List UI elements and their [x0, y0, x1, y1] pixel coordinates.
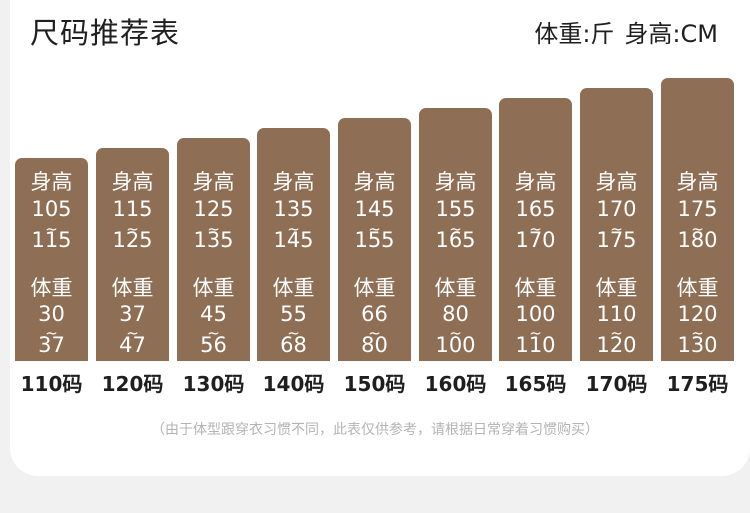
weight-label: 体重	[111, 276, 154, 300]
size-column: 身高 165 ~170 体重 100 ~110	[499, 98, 572, 361]
weight-range-tilde: ~	[610, 324, 623, 342]
height-min-value: 170	[596, 197, 637, 221]
size-label: 110码	[20, 372, 83, 396]
weight-max-value: 120	[596, 333, 637, 357]
weight-label: 体重	[434, 276, 477, 300]
weight-max-value: 56	[200, 333, 227, 357]
size-label: 170码	[585, 372, 648, 396]
size-label: 160码	[424, 372, 487, 396]
height-label: 身高	[434, 170, 477, 194]
weight-range-tilde: ~	[368, 324, 381, 342]
height-label: 身高	[272, 170, 315, 194]
weight-range-tilde: ~	[207, 324, 220, 342]
weight-label: 体重	[353, 276, 396, 300]
weight-range-tilde: ~	[126, 324, 139, 342]
weight-max-value: 80	[361, 333, 388, 357]
height-max-value: 155	[354, 228, 395, 252]
unit-legend: 体重:斤 身高:CM	[524, 14, 718, 49]
size-column: 身高 125 ~135 体重 45 ~56	[177, 138, 250, 361]
weight-range-tilde: ~	[449, 324, 462, 342]
height-range-tilde: ~	[449, 220, 462, 238]
disclaimer-note: （由于体型跟穿衣习惯不同，此表仅供参考，请根据日常穿着习惯购买）	[151, 422, 599, 438]
weight-max-value: 37	[38, 333, 65, 357]
size-label: 120码	[101, 372, 164, 396]
height-max-value: 180	[677, 228, 718, 252]
height-range-tilde: ~	[529, 220, 542, 238]
weight-label: 体重	[30, 276, 73, 300]
size-column: 身高 170 ~175 体重 110 ~120	[580, 88, 653, 361]
weight-max-value: 100	[435, 333, 476, 357]
height-range-tilde: ~	[368, 220, 381, 238]
weight-label: 体重	[595, 276, 638, 300]
size-label: 175码	[666, 372, 729, 396]
height-label: 身高	[676, 170, 719, 194]
size-column: 身高 175 ~180 体重 120 ~130	[661, 78, 734, 361]
weight-min-value: 37	[119, 302, 146, 326]
height-min-value: 145	[354, 197, 395, 221]
weight-label: 体重	[676, 276, 719, 300]
weight-max-value: 110	[515, 333, 556, 357]
weight-min-value: 45	[200, 302, 227, 326]
size-column: 身高 155 ~165 体重 80 ~100	[419, 108, 492, 361]
height-max-value: 170	[515, 228, 556, 252]
height-label: 身高	[353, 170, 396, 194]
height-min-value: 105	[31, 197, 72, 221]
weight-max-value: 47	[119, 333, 146, 357]
height-label: 身高	[111, 170, 154, 194]
height-range-tilde: ~	[207, 220, 220, 238]
size-column: 身高 135 ~145 体重 55 ~68	[257, 128, 330, 361]
weight-max-value: 130	[677, 333, 718, 357]
weight-min-value: 120	[677, 302, 718, 326]
height-max-value: 135	[193, 228, 234, 252]
size-label: 165码	[504, 372, 567, 396]
size-column: 身高 115 ~125 体重 37 ~47	[96, 148, 169, 361]
weight-label: 体重	[514, 276, 557, 300]
weight-min-value: 100	[515, 302, 556, 326]
weight-min-value: 110	[596, 302, 637, 326]
height-min-value: 135	[273, 197, 314, 221]
size-label: 150码	[343, 372, 406, 396]
height-range-tilde: ~	[610, 220, 623, 238]
weight-max-value: 68	[280, 333, 307, 357]
height-max-value: 145	[273, 228, 314, 252]
weight-min-value: 80	[442, 302, 469, 326]
unit-weight: 体重:斤	[534, 20, 615, 48]
height-max-value: 115	[31, 228, 72, 252]
height-range-tilde: ~	[691, 220, 704, 238]
weight-label: 体重	[272, 276, 315, 300]
height-min-value: 165	[515, 197, 556, 221]
height-range-tilde: ~	[287, 220, 300, 238]
height-label: 身高	[514, 170, 557, 194]
height-label: 身高	[30, 170, 73, 194]
height-max-value: 125	[112, 228, 153, 252]
height-max-value: 175	[596, 228, 637, 252]
size-column: 身高 145 ~155 体重 66 ~80	[338, 118, 411, 361]
weight-range-tilde: ~	[45, 324, 58, 342]
height-range-tilde: ~	[45, 220, 58, 238]
height-min-value: 125	[193, 197, 234, 221]
weight-range-tilde: ~	[529, 324, 542, 342]
size-label: 130码	[182, 372, 245, 396]
weight-label: 体重	[192, 276, 235, 300]
weight-range-tilde: ~	[691, 324, 704, 342]
size-label: 140码	[262, 372, 325, 396]
height-label: 身高	[595, 170, 638, 194]
height-min-value: 115	[112, 197, 153, 221]
size-column: 身高 105 ~115 体重 30 ~37	[15, 158, 88, 361]
unit-height: 身高:CM	[624, 20, 718, 48]
height-label: 身高	[192, 170, 235, 194]
weight-min-value: 66	[361, 302, 388, 326]
weight-min-value: 55	[280, 302, 307, 326]
height-min-value: 175	[677, 197, 718, 221]
height-min-value: 155	[435, 197, 476, 221]
height-max-value: 165	[435, 228, 476, 252]
weight-min-value: 30	[38, 302, 65, 326]
page-title: 尺码推荐表	[30, 16, 181, 50]
height-range-tilde: ~	[126, 220, 139, 238]
weight-range-tilde: ~	[287, 324, 300, 342]
